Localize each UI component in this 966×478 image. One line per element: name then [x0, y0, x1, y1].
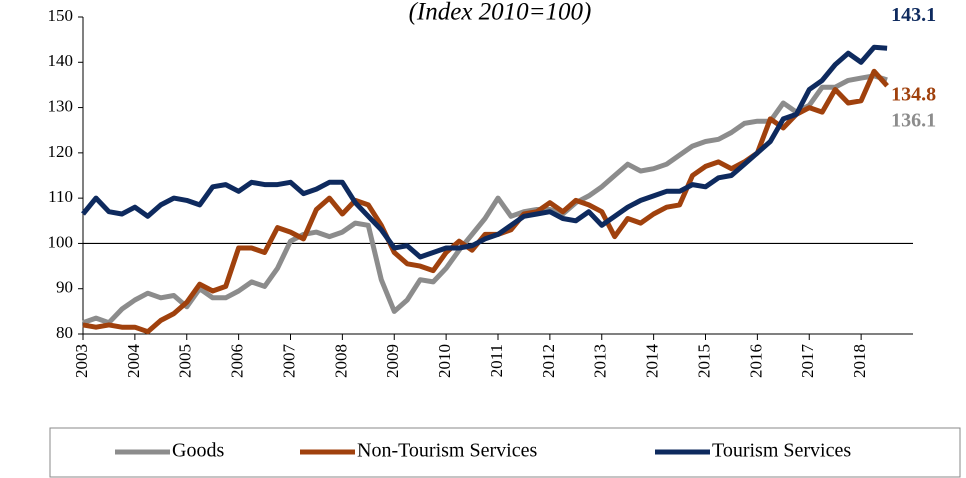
x-tick-label: 2016	[746, 344, 765, 378]
x-tick-label: 2017	[798, 344, 817, 379]
y-tick-label: 90	[56, 278, 73, 297]
x-tick-label: 2005	[176, 344, 195, 378]
end-label: 136.1	[891, 110, 936, 132]
series-line	[82, 73, 888, 326]
y-tick-label: 80	[56, 323, 73, 342]
x-tick-label: 2012	[539, 344, 558, 378]
end-label: 134.8	[891, 83, 936, 105]
x-tick-label: 2013	[591, 344, 610, 378]
y-tick-label: 120	[48, 142, 74, 161]
y-tick-label: 130	[48, 96, 74, 115]
legend-label: Goods	[172, 440, 224, 462]
y-tick-label: 100	[48, 232, 74, 251]
y-tick-label: 140	[48, 51, 74, 70]
x-tick-label: 2008	[331, 344, 350, 378]
x-tick-label: 2018	[850, 344, 869, 378]
y-tick-label: 150	[48, 6, 74, 25]
x-tick-label: 2007	[279, 344, 298, 379]
x-tick-label: 2004	[124, 344, 143, 379]
end-label: 143.1	[891, 4, 936, 26]
chart-title: (Index 2010=100)	[409, 0, 592, 26]
x-tick-label: 2014	[643, 344, 662, 379]
y-tick-label: 110	[48, 187, 73, 206]
x-tick-label: 2015	[694, 344, 713, 378]
legend-label: Tourism Services	[712, 440, 851, 462]
x-tick-label: 2010	[435, 344, 454, 378]
x-tick-label: 2009	[383, 344, 402, 378]
x-tick-label: 2003	[72, 344, 91, 378]
legend-box	[49, 427, 961, 478]
series-line	[81, 44, 888, 260]
x-tick-label: 2006	[228, 344, 247, 378]
legend-label: Non-Tourism Services	[357, 440, 537, 462]
x-tick-label: 2011	[487, 344, 506, 377]
